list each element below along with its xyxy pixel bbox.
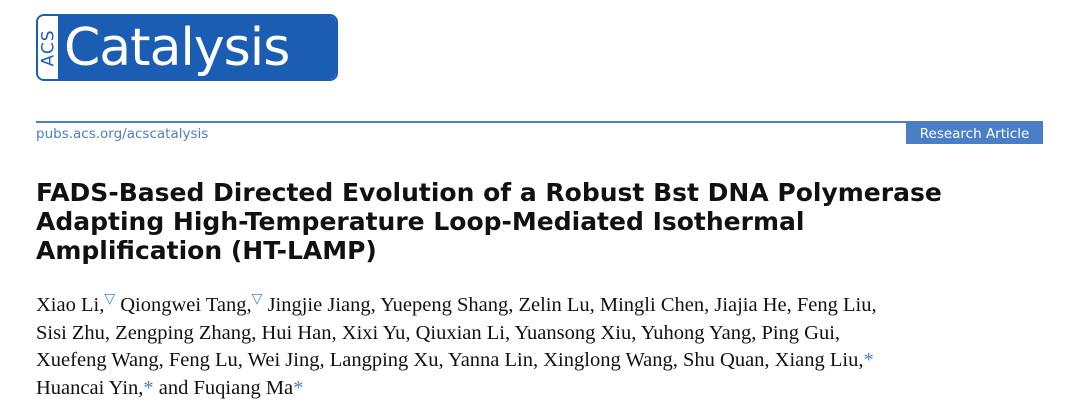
author-line: Sisi Zhu, Zengping Zhang, Hui Han, Xixi … (36, 320, 1046, 348)
corresponding-author-icon[interactable]: * (143, 376, 154, 399)
author-line: Xuefeng Wang, Feng Lu, Wei Jing, Langpin… (36, 347, 1046, 375)
corresponding-author-icon[interactable]: * (863, 349, 874, 371)
author-name: and Fuqiang Ma (153, 376, 294, 399)
acs-logo-mark: ACS (38, 16, 58, 79)
author-names: Jingjie Jiang, Yuepeng Shang, Zelin Lu, … (262, 294, 877, 316)
author-name[interactable]: Qiongwei Tang, (115, 294, 252, 316)
article-type-badge: Research Article (906, 123, 1043, 144)
author-list: Xiao Li,▽ Qiongwei Tang,▽ Jingjie Jiang,… (36, 292, 1046, 402)
title-line: FADS-Based Directed Evolution of a Robus… (36, 178, 942, 207)
author-names: Xuefeng Wang, Feng Lu, Wei Jing, Langpin… (36, 349, 864, 371)
header-rule (36, 121, 1043, 123)
equal-contribution-icon: ▽ (251, 292, 263, 308)
journal-url-link[interactable]: pubs.acs.org/acscatalysis (36, 126, 209, 142)
title-line: Amplification (HT-LAMP) (36, 236, 377, 265)
equal-contribution-icon: ▽ (104, 292, 116, 308)
logo-prefix: ACS (38, 29, 58, 66)
logo-journal-name: Catalysis (58, 16, 336, 79)
author-line: Xiao Li,▽ Qiongwei Tang,▽ Jingjie Jiang,… (36, 292, 1046, 320)
author-line: Huancai Yin,* and Fuqiang Ma* (36, 375, 1046, 403)
journal-logo: ACS Catalysis (36, 14, 338, 81)
author-name: Huancai Yin, (36, 376, 144, 399)
article-title: FADS-Based Directed Evolution of a Robus… (36, 178, 1056, 265)
title-line: Adapting High-Temperature Loop-Mediated … (36, 207, 805, 236)
author-name[interactable]: Xiao Li, (36, 294, 105, 316)
corresponding-author-icon[interactable]: * (293, 376, 304, 399)
author-names: Sisi Zhu, Zengping Zhang, Hui Han, Xixi … (36, 321, 841, 344)
